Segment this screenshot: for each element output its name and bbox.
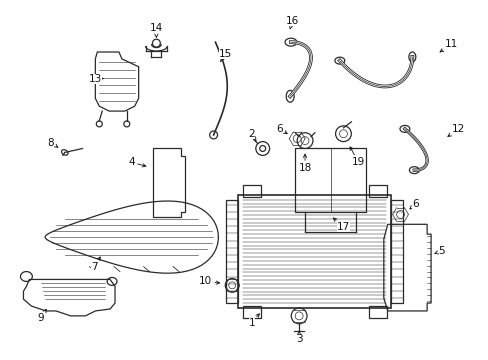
Text: 8: 8	[48, 138, 58, 148]
Bar	[295, 148, 366, 212]
Bar	[368, 185, 386, 197]
Text: 6: 6	[409, 199, 418, 209]
Text: 13: 13	[88, 73, 103, 84]
Text: 19: 19	[349, 147, 364, 167]
Text: 4: 4	[128, 157, 145, 167]
Text: 16: 16	[285, 15, 298, 29]
Text: 18: 18	[298, 154, 311, 173]
Text: 5: 5	[434, 246, 444, 256]
Text: 3: 3	[295, 331, 302, 345]
Text: 15: 15	[218, 49, 231, 62]
Text: 9: 9	[38, 309, 46, 323]
Text: 14: 14	[149, 23, 163, 37]
Text: 6: 6	[276, 124, 286, 134]
Bar	[243, 306, 260, 318]
Text: 2: 2	[248, 129, 256, 141]
Bar	[390, 200, 402, 303]
Text: 12: 12	[447, 124, 464, 136]
Text: 10: 10	[199, 276, 219, 287]
Text: 17: 17	[333, 218, 349, 232]
Text: 11: 11	[439, 39, 457, 52]
Text: 7: 7	[91, 257, 100, 272]
Bar	[238, 195, 390, 308]
Bar	[243, 185, 260, 197]
Bar	[226, 200, 238, 303]
Text: 1: 1	[248, 314, 259, 328]
Bar	[368, 306, 386, 318]
